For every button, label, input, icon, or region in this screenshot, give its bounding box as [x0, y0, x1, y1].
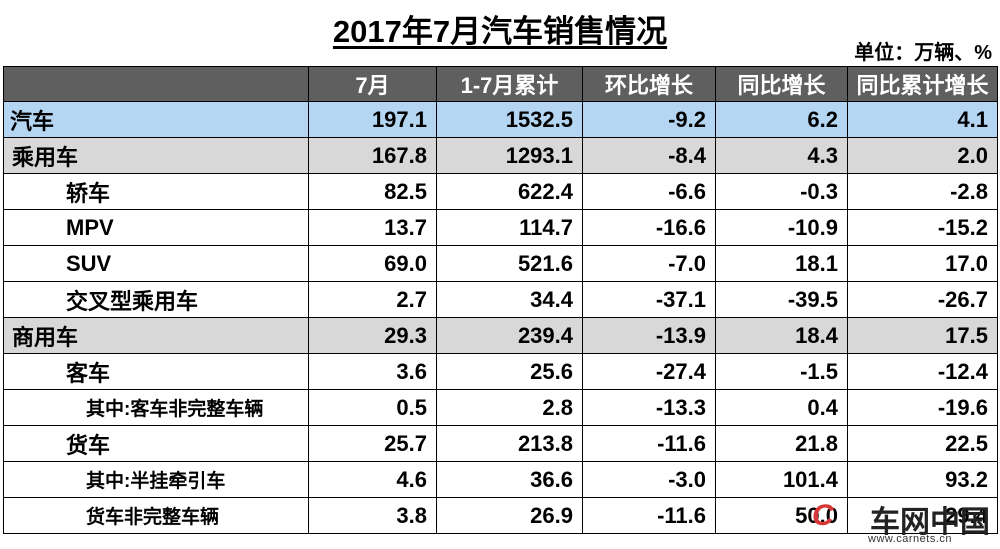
table-row: SUV 69.0 521.6 -7.0 18.1 17.0 — [3, 245, 998, 282]
cell-value: 0.5 — [308, 389, 437, 426]
row-label: 商用车 — [3, 317, 309, 354]
row-label: 其中:客车非完整车辆 — [3, 389, 309, 426]
cell-value: -0.3 — [715, 173, 848, 210]
cell-value: 4.6 — [308, 461, 437, 498]
cell-value: 101.4 — [715, 461, 848, 498]
watermark-url: www.carnets.cn — [868, 533, 953, 545]
cell-value: 69.0 — [308, 245, 437, 282]
cell-value: 1532.5 — [436, 101, 583, 138]
row-label: 其中:半挂牵引车 — [3, 461, 309, 498]
cell-value: -12.4 — [847, 353, 998, 390]
table-row: 客车 3.6 25.6 -27.4 -1.5 -12.4 — [3, 353, 998, 390]
sales-table: 7月 1-7月累计 环比增长 同比增长 同比累计增长 汽车 197.1 1532.5… — [3, 66, 998, 534]
cell-value: 622.4 — [436, 173, 583, 210]
cell-value: 22.5 — [847, 425, 998, 462]
cell-value: 239.4 — [436, 317, 583, 354]
cell-value: -2.8 — [847, 173, 998, 210]
cell-value: 213.8 — [436, 425, 583, 462]
cell-value: 2.0 — [847, 137, 998, 174]
cell-value: 36.6 — [436, 461, 583, 498]
cell-value: 25.6 — [436, 353, 583, 390]
table-row: 其中:半挂牵引车 4.6 36.6 -3.0 101.4 93.2 — [3, 461, 998, 498]
row-label: 客车 — [3, 353, 309, 390]
cell-value: -19.6 — [847, 389, 998, 426]
cell-value: -11.6 — [582, 425, 716, 462]
cell-value: -13.3 — [582, 389, 716, 426]
column-header — [3, 66, 309, 102]
cell-value: -27.4 — [582, 353, 716, 390]
cell-value: 2.7 — [308, 281, 437, 318]
unit-label: 单位：万辆、% — [854, 42, 992, 64]
row-label: 交叉型乘用车 — [3, 281, 309, 318]
cell-value: 50.0 — [715, 497, 848, 534]
cell-value: 197.1 — [308, 101, 437, 138]
cell-value: -39.5 — [715, 281, 848, 318]
table-body: 汽车 197.1 1532.5 -9.2 6.2 4.1 乘用车 167.8 1293.1 -8.… — [3, 101, 998, 534]
row-label: 乘用车 — [3, 137, 309, 174]
cell-value: -7.0 — [582, 245, 716, 282]
table-row: 交叉型乘用车 2.7 34.4 -37.1 -39.5 -26.7 — [3, 281, 998, 318]
cell-value: 4.1 — [847, 101, 998, 138]
cell-value: 93.2 — [847, 461, 998, 498]
column-header: 环比增长 — [582, 66, 716, 102]
cell-value: 17.0 — [847, 245, 998, 282]
page-title: 2017年7月汽车销售情况 — [332, 14, 668, 49]
table-row: 轿车 82.5 622.4 -6.6 -0.3 -2.8 — [3, 173, 998, 210]
table-row: 乘用车 167.8 1293.1 -8.4 4.3 2.0 — [3, 137, 998, 174]
cell-value: 2.8 — [436, 389, 583, 426]
table-row: 其中:客车非完整车辆 0.5 2.8 -13.3 0.4 -19.6 — [3, 389, 998, 426]
watermark: C 车网中国 www.carnets.cn — [812, 499, 996, 547]
watermark-name: 车网中国 — [870, 506, 990, 539]
cell-value: -3.0 — [582, 461, 716, 498]
cell-value: 13.7 — [308, 209, 437, 246]
table-row: 汽车 197.1 1532.5 -9.2 6.2 4.1 — [3, 101, 998, 138]
column-header: 7月 — [308, 66, 437, 102]
cell-value: 18.1 — [715, 245, 848, 282]
cell-value: 3.6 — [308, 353, 437, 390]
cell-value: -8.4 — [582, 137, 716, 174]
row-label: 货车 — [3, 425, 309, 462]
row-label: 货车非完整车辆 — [3, 497, 309, 534]
row-label: 轿车 — [3, 173, 309, 210]
column-header: 1-7月累计 — [436, 66, 583, 102]
cell-value: 34.4 — [436, 281, 583, 318]
cell-value: -26.7 — [847, 281, 998, 318]
cell-value: 18.4 — [715, 317, 848, 354]
cell-value: 26.9 — [436, 497, 583, 534]
cell-value: 167.8 — [308, 137, 437, 174]
cell-value: 29.3 — [308, 317, 437, 354]
cell-value: -10.9 — [715, 209, 848, 246]
header-row: 7月 1-7月累计 环比增长 同比增长 同比累计增长 — [3, 66, 998, 102]
table-row: MPV 13.7 114.7 -16.6 -10.9 -15.2 — [3, 209, 998, 246]
cell-value: -37.1 — [582, 281, 716, 318]
cell-value: 82.5 — [308, 173, 437, 210]
cell-value: -9.2 — [582, 101, 716, 138]
cell-value: 3.8 — [308, 497, 437, 534]
cell-value: 4.3 — [715, 137, 848, 174]
cell-value: 29.4 — [847, 497, 998, 534]
cell-value: 1293.1 — [436, 137, 583, 174]
cell-value: 521.6 — [436, 245, 583, 282]
cell-value: -16.6 — [582, 209, 716, 246]
carnets-logo-icon: C — [812, 499, 834, 532]
cell-value: -15.2 — [847, 209, 998, 246]
cell-value: 25.7 — [308, 425, 437, 462]
column-header: 同比增长 — [715, 66, 848, 102]
row-label: MPV — [3, 209, 309, 246]
cell-value: 0.4 — [715, 389, 848, 426]
column-header: 同比累计增长 — [847, 66, 998, 102]
table-row: 货车非完整车辆 3.8 26.9 -11.6 50.0 29.4 — [3, 497, 998, 534]
cell-value: -1.5 — [715, 353, 848, 390]
cell-value: 21.8 — [715, 425, 848, 462]
cell-value: -13.9 — [582, 317, 716, 354]
cell-value: 114.7 — [436, 209, 583, 246]
cell-value: -11.6 — [582, 497, 716, 534]
row-label: SUV — [3, 245, 309, 282]
cell-value: -6.6 — [582, 173, 716, 210]
row-label: 汽车 — [3, 101, 309, 138]
table-row: 货车 25.7 213.8 -11.6 21.8 22.5 — [3, 425, 998, 462]
cell-value: 17.5 — [847, 317, 998, 354]
cell-value: 6.2 — [715, 101, 848, 138]
table-row: 商用车 29.3 239.4 -13.9 18.4 17.5 — [3, 317, 998, 354]
